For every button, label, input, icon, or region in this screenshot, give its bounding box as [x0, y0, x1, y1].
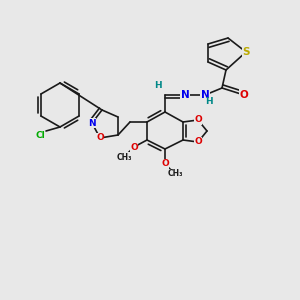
Text: CH₃: CH₃: [167, 169, 183, 178]
Text: Cl: Cl: [35, 130, 45, 140]
Text: S: S: [242, 47, 250, 57]
Text: O: O: [130, 142, 138, 152]
Text: O: O: [96, 134, 104, 142]
Text: CH₃: CH₃: [116, 152, 132, 161]
Text: O: O: [194, 116, 202, 124]
Text: H: H: [154, 82, 162, 91]
Text: N: N: [88, 118, 96, 127]
Text: O: O: [194, 137, 202, 146]
Text: H: H: [205, 98, 213, 106]
Text: O: O: [240, 90, 248, 100]
Text: N: N: [181, 90, 189, 100]
Text: O: O: [161, 160, 169, 169]
Text: N: N: [201, 90, 209, 100]
